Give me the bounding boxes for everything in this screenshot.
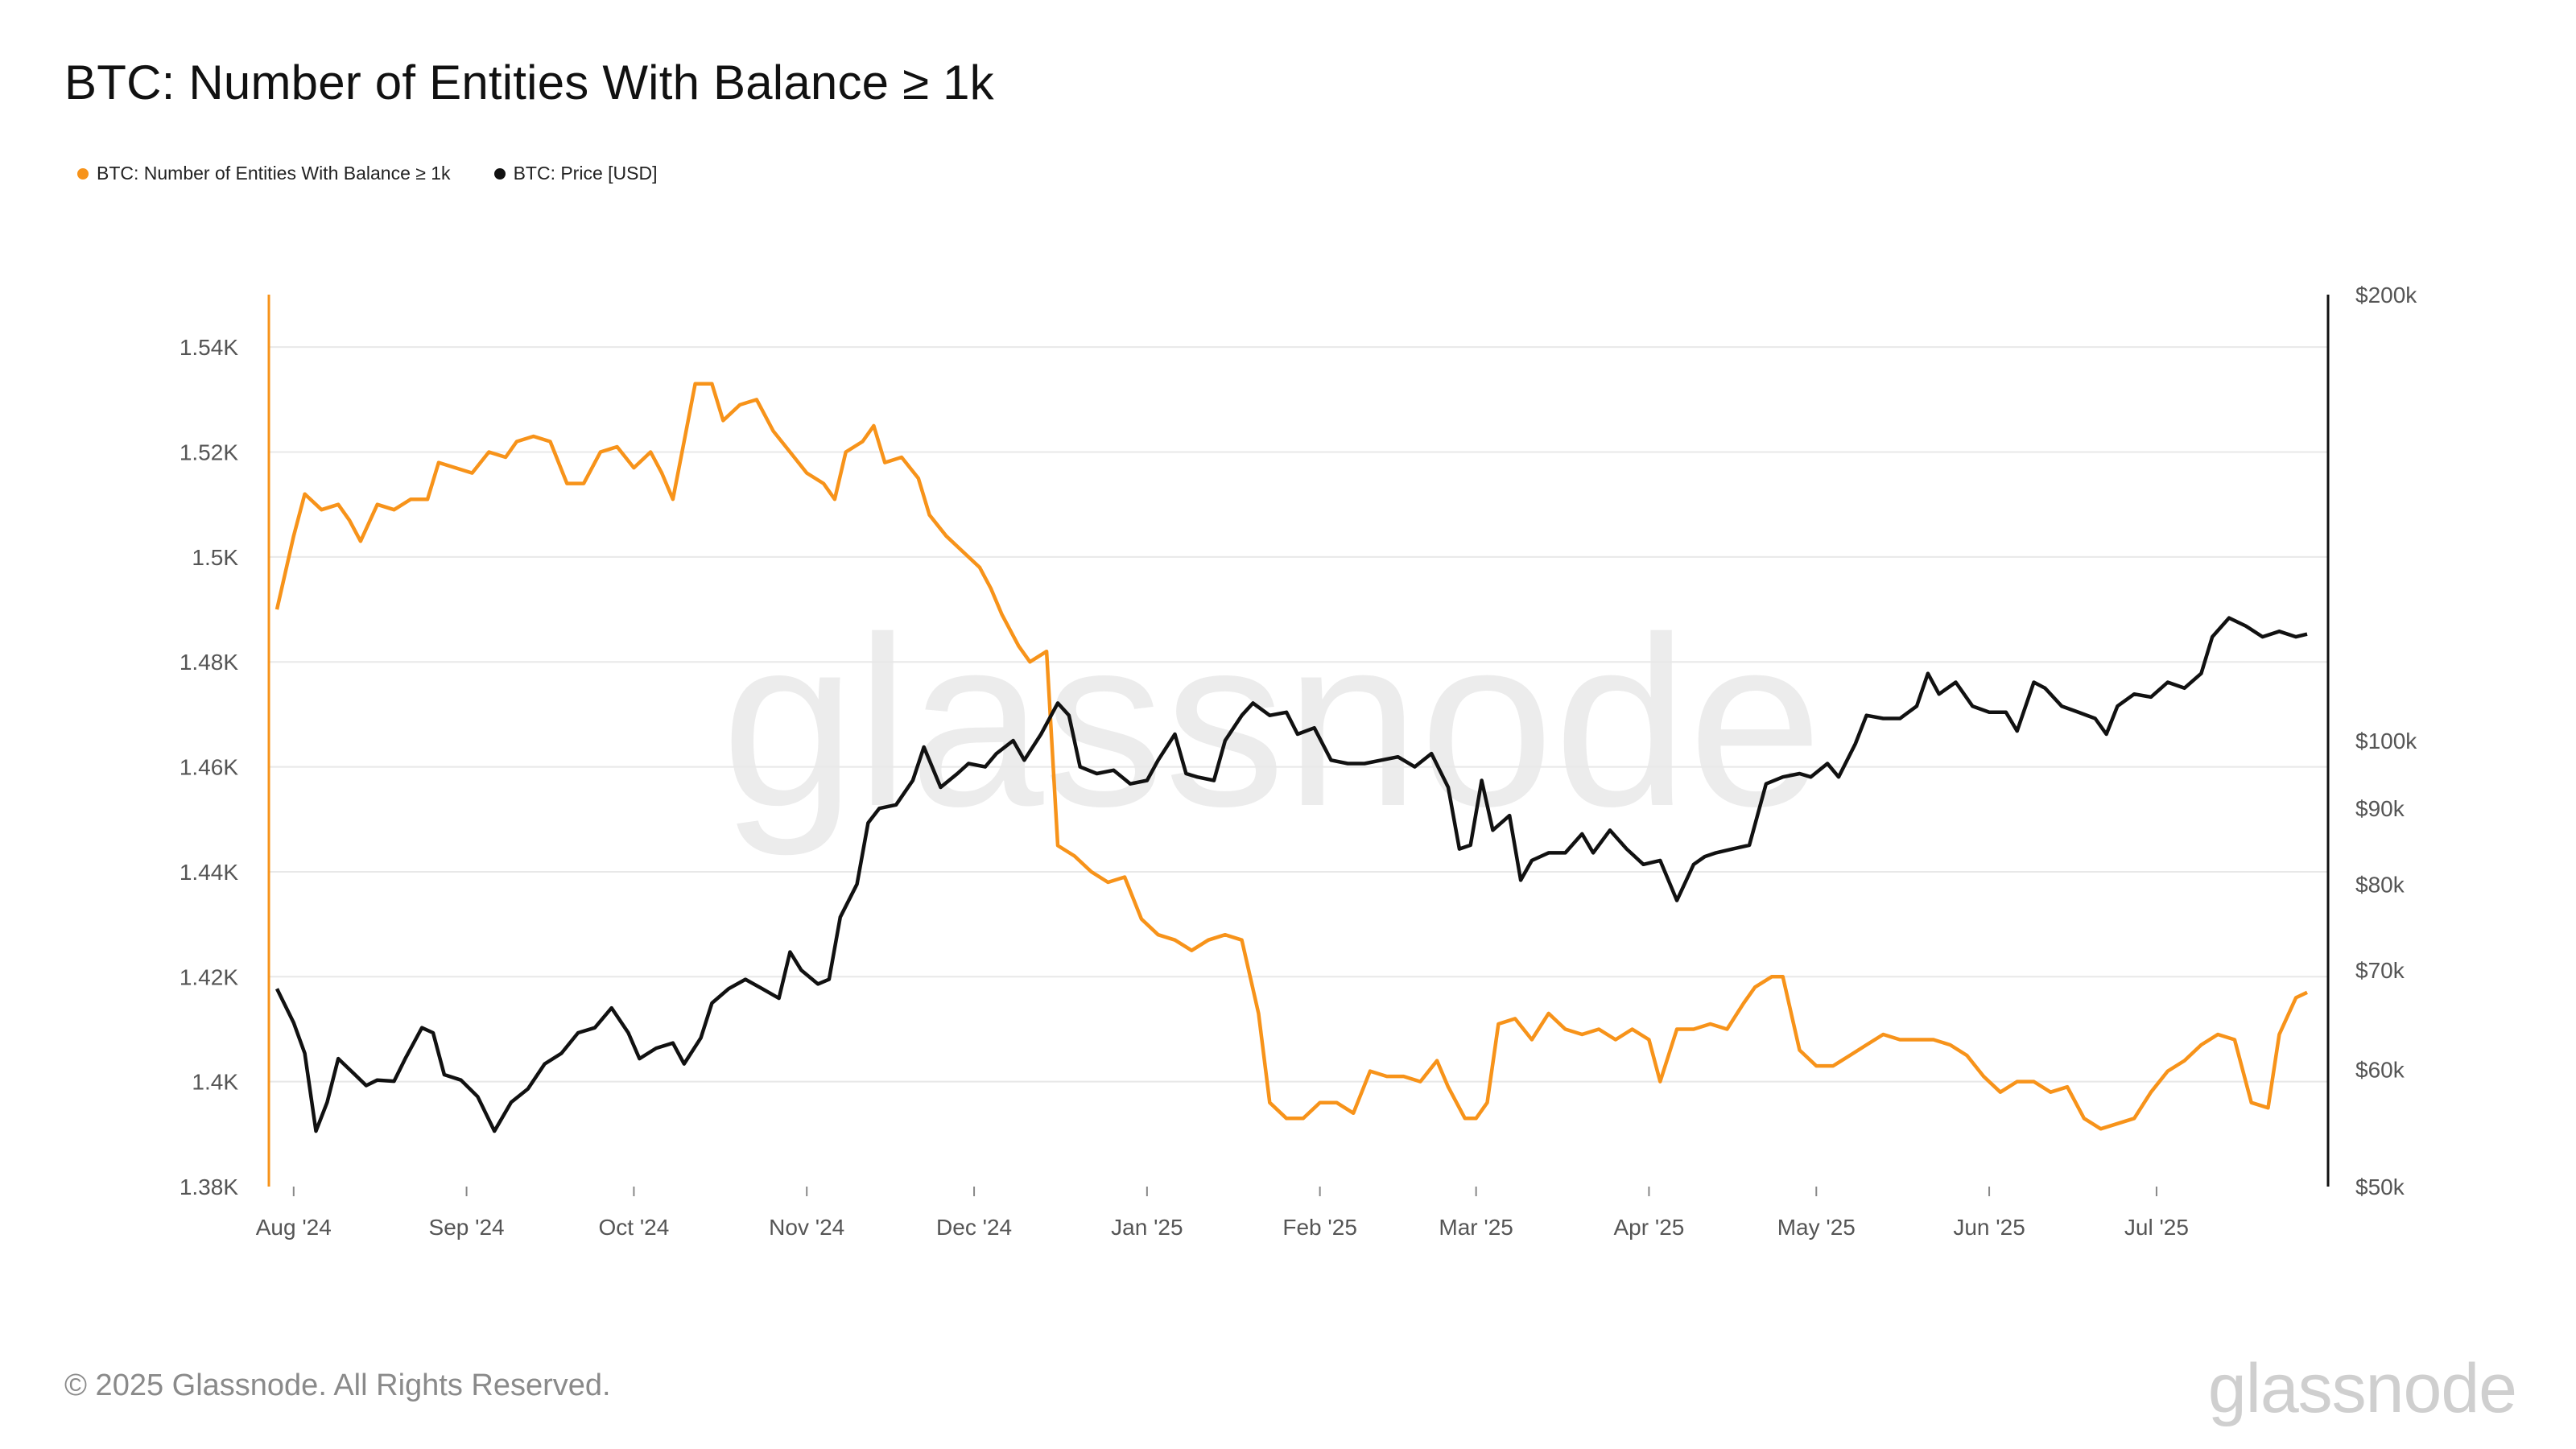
legend: BTC: Number of Entities With Balance ≥ 1…: [77, 163, 657, 184]
x-tick-label: Jan '25: [1111, 1215, 1183, 1240]
x-tick-label: Apr '25: [1614, 1215, 1685, 1240]
y-right-tick-label: $200k: [2355, 283, 2417, 308]
y-right-tick-label: $100k: [2355, 729, 2417, 753]
x-tick-label: Sep '24: [429, 1215, 505, 1240]
y-left-tick-label: 1.4K: [192, 1070, 238, 1095]
series-layer: [275, 382, 2308, 1133]
y-right-tick-label: $50k: [2355, 1174, 2405, 1199]
x-tick-label: Jun '25: [1953, 1215, 2025, 1240]
y-left-tick-label: 1.44K: [180, 860, 238, 885]
series-line-entities[interactable]: [275, 382, 2308, 1131]
x-tick-label: Oct '24: [599, 1215, 670, 1240]
y-left-tick-label: 1.54K: [180, 335, 238, 360]
legend-item-entities[interactable]: BTC: Number of Entities With Balance ≥ 1…: [77, 163, 451, 184]
legend-label-entities: BTC: Number of Entities With Balance ≥ 1…: [97, 163, 451, 184]
x-tick-label: Mar '25: [1439, 1215, 1513, 1240]
tick-labels: 1.38K 1.4K 1.42K 1.44K 1.46K 1.48K 1.5K 1.52K 1.…: [180, 283, 2417, 1240]
axes: [267, 295, 2330, 1196]
legend-dot-price: [493, 167, 506, 180]
legend-item-price[interactable]: BTC: Price [USD]: [493, 163, 658, 184]
legend-label-price: BTC: Price [USD]: [513, 163, 658, 184]
y-left-tick-label: 1.46K: [180, 755, 238, 780]
x-tick-label: Nov '24: [769, 1215, 844, 1240]
legend-dot-entities: [77, 167, 89, 180]
x-tick-label: Dec '24: [936, 1215, 1012, 1240]
copyright: © 2025 Glassnode. All Rights Reserved.: [64, 1368, 611, 1402]
y-right-tick-label: $90k: [2355, 796, 2405, 821]
y-left-tick-label: 1.42K: [180, 964, 238, 989]
gridlines: [269, 346, 2328, 1083]
chart-title: BTC: Number of Entities With Balance ≥ 1…: [64, 56, 994, 109]
y-left-tick-label: 1.5K: [192, 545, 238, 570]
y-left-tick-label: 1.52K: [180, 440, 238, 465]
series-line-price[interactable]: [275, 616, 2308, 1133]
watermark: glassnode: [721, 586, 1823, 858]
x-tick-label: Feb '25: [1282, 1215, 1357, 1240]
y-right-tick-label: $60k: [2355, 1057, 2405, 1082]
x-tick-label: Aug '24: [256, 1215, 332, 1240]
y-left-tick-label: 1.38K: [180, 1174, 238, 1199]
glassnode-logo: glassnode: [2207, 1350, 2517, 1427]
y-right-tick-label: $70k: [2355, 958, 2405, 983]
x-tick-label: Jul '25: [2124, 1215, 2189, 1240]
y-left-tick-label: 1.48K: [180, 650, 238, 675]
y-right-tick-label: $80k: [2355, 872, 2405, 897]
x-tick-label: May '25: [1777, 1215, 1856, 1240]
